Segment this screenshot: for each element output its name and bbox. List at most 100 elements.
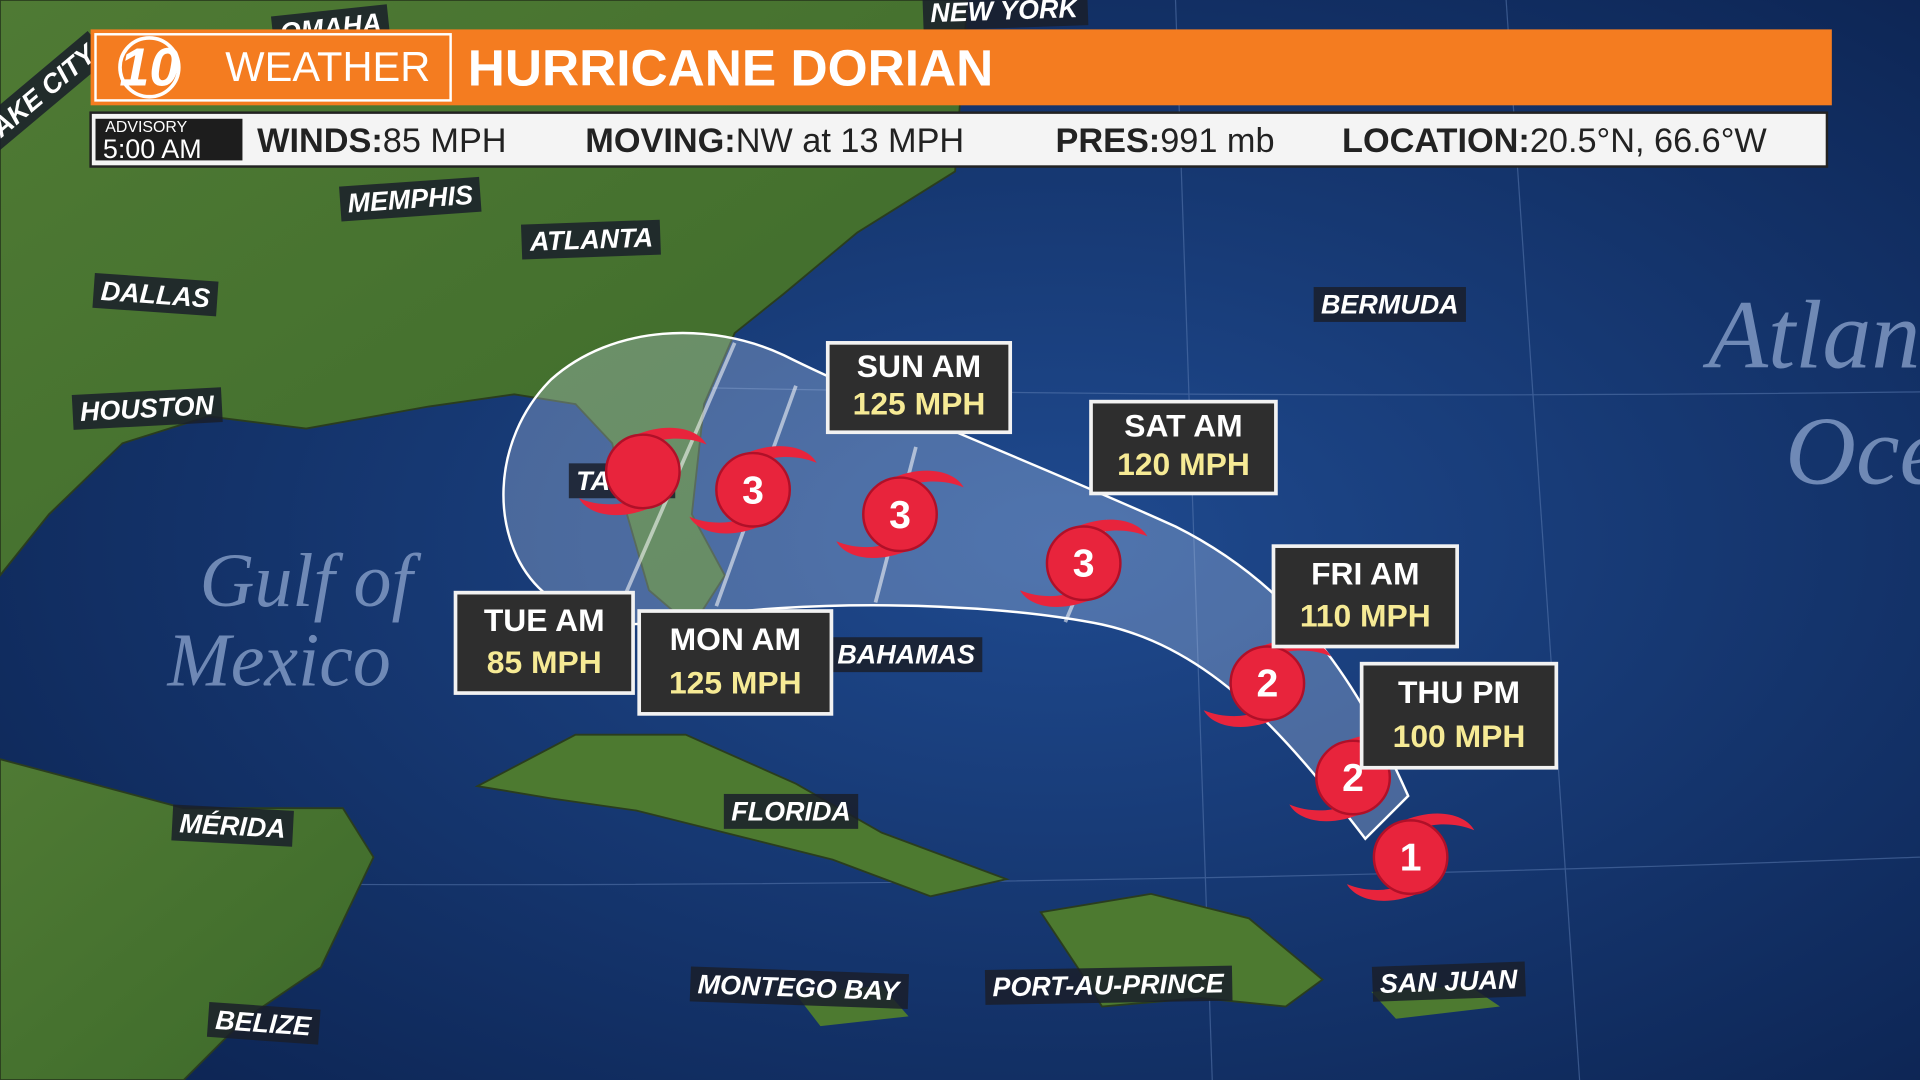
forecast-box: TUE AM 85 MPH xyxy=(453,590,635,695)
water-label: Gulf of xyxy=(200,539,422,623)
forecast-box: FRI AM 110 MPH xyxy=(1271,544,1459,649)
storm-category: 3 xyxy=(1073,543,1095,586)
forecast-cone xyxy=(502,331,1410,841)
storm-marker xyxy=(579,427,707,516)
header-bar xyxy=(90,29,1832,106)
place: SAN JUAN xyxy=(1371,961,1526,1002)
storm-track: 3 3 3 2 2 1 xyxy=(579,427,1475,901)
stat-value: 991 mb xyxy=(1160,122,1274,160)
place: MONTEGO BAY xyxy=(689,966,909,1010)
water-label: Mexico xyxy=(167,619,391,703)
stat-value: 20.5°N, 66.6°W xyxy=(1530,122,1768,160)
forecast-wind: 125 MPH xyxy=(669,664,802,700)
place: FLORIDA xyxy=(723,793,859,829)
place-label: MÉRIDA xyxy=(179,807,287,844)
forecast-time: MON AM xyxy=(670,621,801,657)
water-label: Atlantic xyxy=(1702,281,1920,389)
place: PORT-AU-PRINCE xyxy=(984,965,1233,1005)
forecast-bg xyxy=(453,590,635,695)
place: NEW YORK xyxy=(922,0,1089,31)
place-bg xyxy=(92,272,219,317)
stat: PRES:991 mb xyxy=(1056,122,1275,160)
forecast-box: THU PM 100 MPH xyxy=(1359,661,1559,770)
place-bg xyxy=(689,966,909,1010)
place-bg xyxy=(829,637,983,673)
storm-eye xyxy=(1229,645,1306,722)
stat-label: LOCATION: xyxy=(1342,122,1530,160)
forecast-bg xyxy=(1089,399,1278,496)
stat: WINDS:85 MPH xyxy=(257,122,506,160)
place-label: PORT-AU-PRINCE xyxy=(992,968,1225,1002)
place: HOUSTON xyxy=(71,387,223,430)
place-bg xyxy=(171,804,294,847)
place-bg xyxy=(71,387,223,430)
forecast-wind: 100 MPH xyxy=(1393,718,1526,754)
storm-category: 2 xyxy=(1256,663,1278,706)
forecast-bg xyxy=(825,341,1013,435)
place-bg xyxy=(984,965,1233,1005)
storm-eye xyxy=(1372,819,1449,896)
place-bg xyxy=(339,176,482,222)
info-bar: ADVISORY 5:00 AM WINDS:85 MPH MOVING:NW a… xyxy=(89,111,1829,168)
forecast-box: MON AM 125 MPH xyxy=(637,609,834,716)
logo-circle xyxy=(118,36,181,99)
stat: MOVING:NW at 13 MPH xyxy=(585,122,964,160)
place-label: FLORIDA xyxy=(731,796,851,826)
place-bg xyxy=(1371,961,1526,1002)
water-label: Ocean xyxy=(1785,398,1920,506)
place-label: MONTEGO BAY xyxy=(697,969,901,1006)
logo-frame xyxy=(94,33,452,102)
stat-value: 85 MPH xyxy=(383,122,507,160)
place-label: NEW YORK xyxy=(930,0,1081,28)
forecast-wind: 110 MPH xyxy=(1300,597,1431,633)
place: MÉRIDA xyxy=(171,804,294,847)
logo: 10 xyxy=(119,38,179,98)
storm-marker: 3 xyxy=(689,446,817,534)
forecast-time: THU PM xyxy=(1398,674,1520,710)
title: HURRICANE DORIAN xyxy=(468,39,993,97)
place-bg xyxy=(723,793,859,829)
storm-marker: 3 xyxy=(836,470,964,558)
forecast-bg xyxy=(637,609,834,716)
storm-marker: 3 xyxy=(1020,519,1148,607)
storm-eye xyxy=(1045,525,1122,602)
storm-category: 3 xyxy=(889,494,911,537)
place: BELIZE xyxy=(206,1001,321,1045)
storm-eye xyxy=(715,451,792,528)
stat-value: NW at 13 MPH xyxy=(736,122,964,160)
storm-marker: 1 xyxy=(1346,813,1475,901)
forecast-wind: 85 MPH xyxy=(487,644,602,680)
place-bg xyxy=(1313,287,1466,322)
forecast-time: FRI AM xyxy=(1311,555,1419,591)
forecast-wind: 120 MPH xyxy=(1117,446,1250,482)
forecast-bg xyxy=(1359,661,1559,770)
place: DALLAS xyxy=(92,272,219,317)
forecast-bg xyxy=(1271,544,1459,649)
place-label: ATLANTA xyxy=(528,222,653,256)
forecast-time: TUE AM xyxy=(484,602,605,638)
place-label: BERMUDA xyxy=(1321,289,1459,319)
stats: WINDS:85 MPH MOVING:NW at 13 MPH PRES:991 … xyxy=(257,122,1767,160)
stat-label: PRES: xyxy=(1056,122,1161,160)
header: 10 WEATHER HURRICANE DORIAN xyxy=(90,29,1832,106)
stat: LOCATION:20.5°N, 66.6°W xyxy=(1342,122,1767,160)
storm-eye xyxy=(604,433,681,510)
place: BERMUDA xyxy=(1313,287,1466,322)
place-label: HOUSTON xyxy=(79,390,215,427)
brand: WEATHER xyxy=(225,43,430,90)
place: BAHAMAS xyxy=(829,637,983,673)
forecast-time: SUN AM xyxy=(857,348,981,384)
info-bar-bg xyxy=(89,111,1829,168)
place-bg xyxy=(520,219,661,260)
storm-category: 2 xyxy=(1342,757,1364,800)
forecast-time: SAT AM xyxy=(1124,408,1242,444)
advisory-time: 5:00 AM xyxy=(103,134,202,164)
place-bg xyxy=(0,31,111,160)
place-label: DALLAS xyxy=(100,276,211,314)
advisory-box xyxy=(95,118,243,161)
